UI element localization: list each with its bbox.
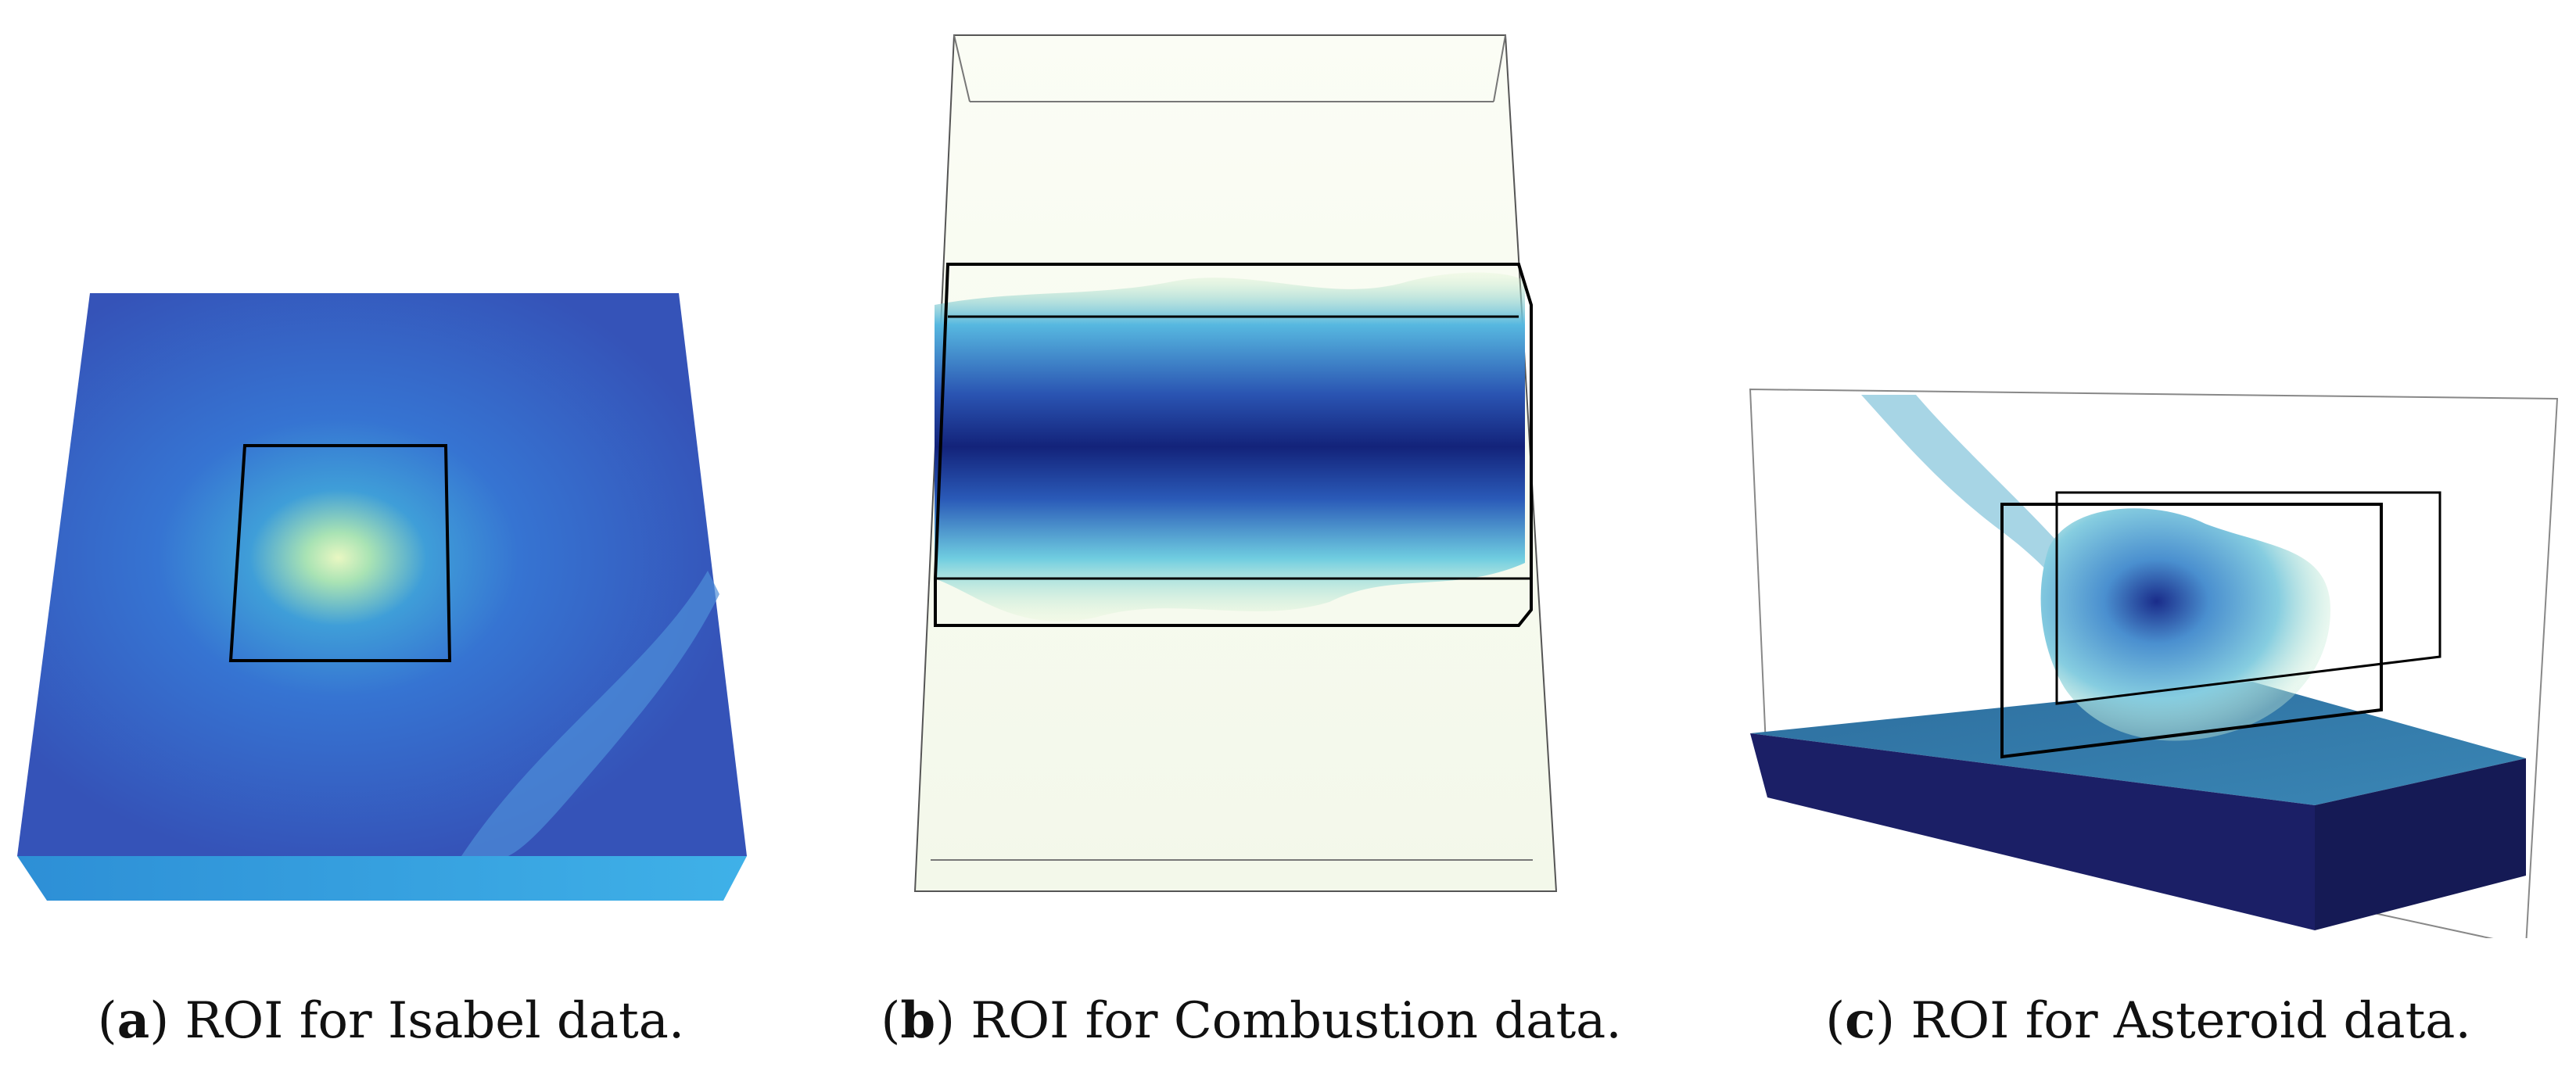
combustion-back-edge-left [953, 34, 970, 102]
caption-letter: b [900, 991, 936, 1050]
caption-letter: c [1845, 991, 1876, 1050]
caption-text: ROI for Asteroid data. [1910, 992, 2471, 1050]
caption-b: (b) ROI for Combustion data. [881, 991, 1622, 1050]
asteroid-ground-right [2315, 758, 2526, 930]
figure-panel-c: (c) ROI for Asteroid data. [1720, 0, 2576, 1082]
combustion-back-edge-right [1493, 34, 1506, 102]
figure-panel-a: (a) ROI for Isabel data. [0, 0, 782, 1082]
caption-text: ROI for Isabel data. [185, 992, 685, 1050]
isabel-top-face [17, 293, 747, 856]
asteroid-volume-render [1749, 388, 2559, 938]
asteroid-plume [2040, 508, 2330, 741]
caption-a: (a) ROI for Isabel data. [97, 991, 685, 1050]
isabel-front-face [17, 856, 747, 901]
asteroid-roi-back [2055, 491, 2441, 705]
isabel-cloud-band [461, 571, 719, 856]
asteroid-trail [1861, 395, 2088, 594]
combustion-flame-band [935, 272, 1525, 622]
asteroid-ground-side [1750, 733, 2315, 930]
caption-text: ROI for Combustion data. [970, 992, 1622, 1050]
combustion-roi-box [934, 263, 1533, 627]
isabel-volume-render [17, 293, 747, 901]
caption-letter: a [117, 991, 150, 1050]
asteroid-ground-top [1750, 682, 2526, 805]
combustion-volume-render [913, 34, 1558, 892]
figure-panel-b: (b) ROI for Combustion data. [860, 0, 1642, 1082]
isabel-roi-box [228, 444, 452, 662]
asteroid-roi-front [2000, 503, 2383, 759]
caption-c: (c) ROI for Asteroid data. [1825, 991, 2471, 1050]
asteroid-bounding-volume [1749, 388, 2559, 938]
